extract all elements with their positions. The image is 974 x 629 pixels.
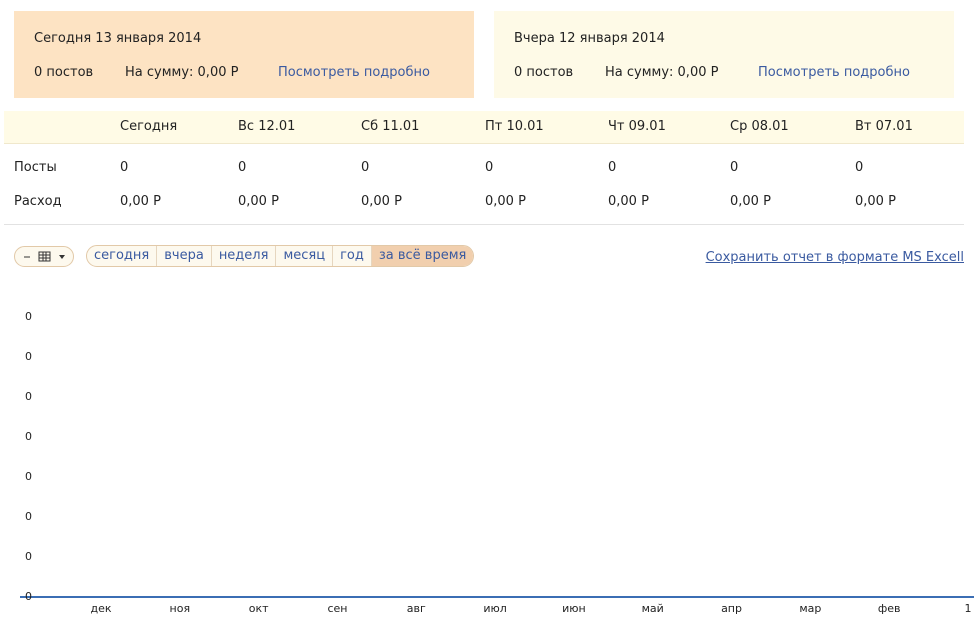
x-tick-label: ноя — [169, 602, 191, 615]
period-button[interactable]: вчера — [156, 246, 211, 266]
column-header: Ср 08.01 — [730, 119, 789, 134]
table-cell: 0,00 Р — [238, 194, 279, 209]
table-cell: 0 — [608, 160, 617, 175]
x-tick-label: июл — [483, 602, 507, 615]
period-switch: сегодня вчера неделя месяц год за всё время — [86, 245, 475, 267]
row-label: Расход — [14, 194, 62, 209]
today-box — [14, 11, 474, 98]
table-cell: 0 — [855, 160, 864, 175]
divider — [4, 224, 964, 225]
dropdown-icons — [24, 251, 65, 262]
column-header: Вс 12.01 — [238, 119, 296, 134]
table-cell: 0,00 Р — [730, 194, 771, 209]
table-cell: 0 — [120, 160, 129, 175]
chart-axis — [20, 596, 974, 598]
summary-title: Сегодня 13 января 2014 — [34, 31, 202, 46]
y-tick-label: 0 — [25, 310, 32, 323]
table-cell: 0,00 Р — [361, 194, 402, 209]
x-tick-label: 1 — [964, 602, 972, 615]
period-button[interactable]: сегодня — [94, 248, 150, 263]
table-cell: 0,00 Р — [608, 194, 649, 209]
table-cell: 0 — [238, 160, 247, 175]
summary-posts: 0 постов — [514, 65, 574, 80]
summary-link[interactable]: Посмотреть подробно — [758, 65, 910, 80]
y-tick-label: 0 — [25, 550, 32, 563]
row-label: Посты — [14, 160, 57, 175]
y-tick-label: 0 — [25, 470, 32, 483]
yesterday-box — [494, 11, 954, 98]
period-button[interactable]: год — [332, 246, 371, 266]
period-button[interactable]: месяц — [275, 246, 332, 266]
x-tick-label: апр — [721, 602, 742, 615]
table-cell: 0,00 Р — [485, 194, 526, 209]
y-tick-label: 0 — [25, 350, 32, 363]
table-header — [4, 111, 964, 144]
y-tick-label: 0 — [25, 390, 32, 403]
summary-posts: 0 постов — [34, 65, 94, 80]
x-tick-label: дек — [90, 602, 112, 615]
x-tick-label: окт — [248, 602, 269, 615]
x-tick-label: июн — [562, 602, 586, 615]
x-tick-label: май — [641, 602, 664, 615]
table-cell: 0,00 Р — [120, 194, 161, 209]
view-dropdown[interactable] — [14, 246, 74, 267]
column-header: Сб 11.01 — [361, 119, 420, 134]
period-button[interactable]: за всё время — [370, 246, 474, 266]
x-tick-label: фев — [877, 602, 901, 615]
column-header: Чт 09.01 — [608, 119, 666, 134]
y-tick-label: 0 — [25, 590, 32, 603]
column-header: Пт 10.01 — [485, 119, 544, 134]
column-header: Вт 07.01 — [855, 119, 913, 134]
summary-title: Вчера 12 января 2014 — [514, 31, 665, 46]
summary-link[interactable]: Посмотреть подробно — [278, 65, 430, 80]
table-cell: 0 — [730, 160, 739, 175]
x-tick-label: мар — [799, 602, 822, 615]
summary-sum: На сумму: 0,00 Р — [605, 65, 719, 80]
summary-sum: На сумму: 0,00 Р — [125, 65, 239, 80]
column-header: Сегодня — [120, 119, 178, 134]
export-link[interactable]: Сохранить отчет в формате MS Excell — [705, 250, 964, 265]
table-cell: 0 — [485, 160, 494, 175]
table-cell: 0,00 Р — [855, 194, 896, 209]
x-tick-label: авг — [406, 602, 426, 615]
x-tick-label: сен — [327, 602, 348, 615]
table-cell: 0 — [361, 160, 370, 175]
y-tick-label: 0 — [25, 430, 32, 443]
y-tick-label: 0 — [25, 510, 32, 523]
period-button[interactable]: неделя — [210, 246, 276, 266]
